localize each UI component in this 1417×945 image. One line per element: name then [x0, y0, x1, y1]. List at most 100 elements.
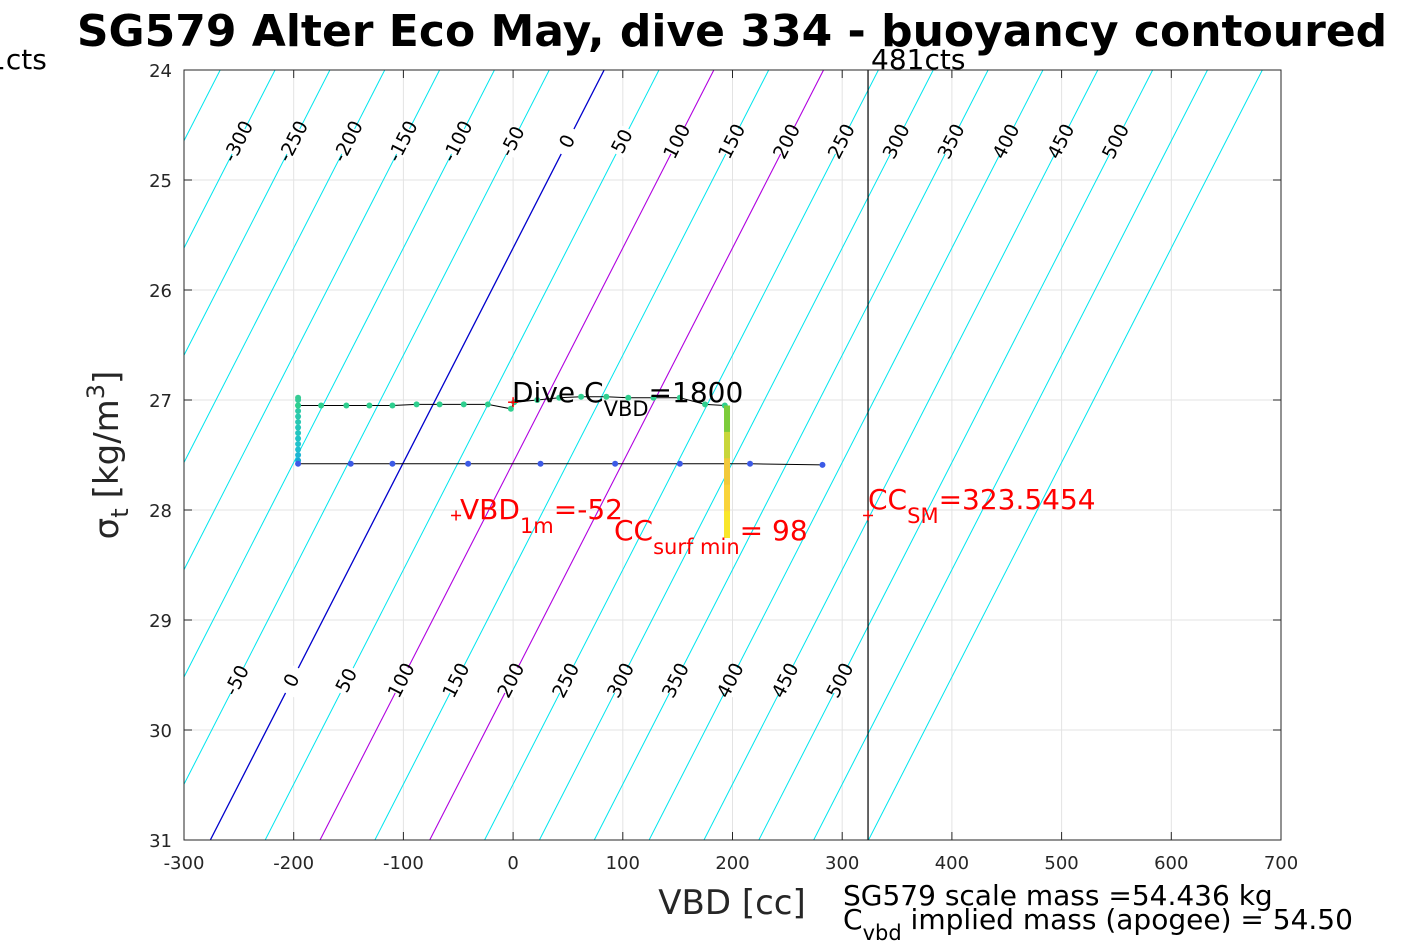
- y-axis-label-main: σ: [87, 518, 127, 540]
- dive-trace-point: [295, 430, 302, 436]
- contour-label-bg: [659, 123, 696, 160]
- contour-line: [868, 70, 1263, 840]
- contour-line: [429, 70, 825, 840]
- contour-label-bg: [439, 123, 476, 160]
- contour-line: [184, 70, 386, 464]
- y-axis-label: σt [kg/m3]: [82, 371, 134, 540]
- y-axis-label-unit: [kg/m: [87, 399, 127, 498]
- dive-trace-point: [343, 402, 350, 409]
- ascent-trace-point: [612, 460, 619, 467]
- footer-implied-mass-sub: vbd: [863, 921, 902, 945]
- grid-lines: [184, 70, 1281, 840]
- annotation-dive-ccvbd-sub: VBD: [604, 397, 649, 421]
- contour-line: [264, 70, 660, 840]
- x-tick-label: 100: [606, 853, 640, 874]
- annotation-dive-ccvbd: Dive CVBD=1800: [512, 376, 743, 421]
- annotation-cc-surf-min-value: = 98: [740, 514, 808, 547]
- dive-trace-point: [484, 401, 491, 408]
- y-axis-label-close: ]: [87, 371, 127, 384]
- y-tick-label: 24: [149, 61, 172, 82]
- dive-trace-point: [295, 424, 302, 431]
- x-tick-label: -300: [164, 853, 205, 874]
- ascent-trace-point: [465, 460, 472, 467]
- footer-implied-mass-main: C: [843, 903, 863, 936]
- contour-label-bg: [273, 662, 310, 699]
- annotation-cc-sm: CCSM=323.5454: [868, 483, 1096, 528]
- dive-trace-point: [702, 401, 709, 408]
- y-tick-label: 26: [149, 281, 172, 302]
- footer-implied-mass-rest: implied mass (apogee) = 54.50: [902, 903, 1353, 936]
- dive-trace-point: [295, 408, 302, 414]
- dive-trace-point: [507, 405, 514, 412]
- x-tick-label: 500: [1044, 853, 1078, 874]
- annotation-vbd-1m-value: =-52: [554, 493, 623, 526]
- contour-label-bg: [275, 123, 312, 160]
- annotation-cc-surf-min: CCsurf min= 98: [614, 514, 808, 559]
- surface-bar-segment: [724, 511, 731, 538]
- footer-scale-mass: SG579 scale mass =54.436 kg: [843, 879, 1273, 912]
- x-tick-label: 200: [715, 853, 749, 874]
- contour-label-bg: [549, 123, 586, 160]
- contour-line: [209, 70, 605, 840]
- dive-trace-point: [625, 394, 632, 401]
- contour-line: [184, 70, 550, 786]
- contour-label-bg: [385, 123, 421, 160]
- dive-trace-point: [295, 435, 302, 442]
- dive-trace-point: [556, 394, 563, 401]
- annotation-cc-surf-min-sub: surf min: [653, 535, 740, 559]
- ascent-trace-point: [819, 461, 826, 468]
- contour-label-bg: [822, 662, 859, 699]
- right-cts-label: 481cts: [871, 43, 965, 76]
- annotation-dive-ccvbd-value: =1800: [649, 376, 744, 409]
- contour-line: [758, 70, 1154, 840]
- annotation-vbd-1m: VBD1m=-52: [460, 493, 623, 538]
- contour-label-bg: [988, 123, 1025, 160]
- contour-label-bg: [714, 123, 751, 160]
- contour-line: [813, 70, 1208, 840]
- contour-line: [703, 70, 1099, 840]
- annotation-cc-sm-sub: SM: [907, 504, 938, 528]
- y-axis-label-sub: t: [106, 508, 134, 517]
- contour-label-bg: [712, 662, 749, 699]
- contour-line: [184, 70, 331, 357]
- y-tick-label: 25: [149, 171, 172, 192]
- contour-label-bg: [878, 123, 915, 160]
- contour-label-bg: [493, 662, 530, 699]
- y-tick-label: 27: [149, 391, 172, 412]
- x-axis-label: VBD [cc]: [658, 883, 806, 923]
- x-tick-label: -100: [383, 853, 424, 874]
- contour-line: [593, 70, 989, 840]
- contour-line: [484, 70, 879, 840]
- surface-bar-segment: [724, 458, 731, 486]
- dive-trace-point: [295, 419, 302, 425]
- annotation-dive-ccvbd-main: Dive C: [512, 376, 604, 409]
- dive-trace-point: [676, 394, 683, 401]
- contour-label-bg: [1043, 123, 1080, 160]
- y-tick-label: 31: [149, 831, 172, 852]
- contour-label-bg: [603, 662, 639, 699]
- dive-trace-point: [650, 394, 657, 401]
- x-tick-label: -200: [273, 853, 314, 874]
- contour-label-bg: [330, 123, 367, 160]
- contour-label-bg: [220, 123, 257, 160]
- contour-label-bg: [328, 662, 365, 699]
- axis-ticks: -300 -200 -100 0 100 200 300 400 500 600 700 24 25 26…: [149, 61, 1298, 874]
- surface-bar-segment: [724, 405, 731, 433]
- ascent-trace-point: [537, 460, 544, 467]
- y-tick-label: 28: [149, 501, 172, 522]
- dive-trace-point: [295, 394, 302, 401]
- ascent-trace-point: [747, 460, 754, 467]
- contour-label-bg: [548, 662, 585, 699]
- contour-line: [184, 70, 441, 571]
- contour-line: [184, 70, 276, 250]
- y-axis-label-sup: 3: [82, 384, 110, 399]
- chart-title: SG579 Alter Eco May, dive 334 - buoyancy…: [77, 6, 1387, 57]
- dive-trace-point: [295, 413, 302, 420]
- dive-trace-point: [436, 401, 443, 408]
- dive-trace-point: [534, 397, 541, 403]
- dive-trace-point: [295, 452, 302, 458]
- ascent-trace-point: [347, 460, 354, 467]
- dive-trace-point: [389, 402, 396, 409]
- surface-bar: [724, 405, 731, 538]
